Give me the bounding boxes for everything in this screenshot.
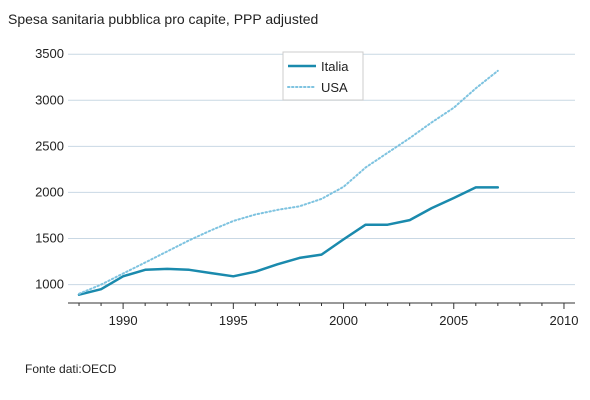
x-tick-label-2000: 2000 xyxy=(329,313,358,328)
legend-label-italia: Italia xyxy=(321,59,349,74)
chart-legend: Italia USA xyxy=(282,51,364,101)
y-tick-label-3500: 3500 xyxy=(35,46,64,61)
y-tick-label-1500: 1500 xyxy=(35,231,64,246)
y-tick-label-3000: 3000 xyxy=(35,92,64,107)
x-tick-label-1995: 1995 xyxy=(219,313,248,328)
legend-box xyxy=(282,51,364,101)
y-tick-label-1000: 1000 xyxy=(35,277,64,292)
chart-title: Spesa sanitaria pubblica pro capite, PPP… xyxy=(8,11,319,27)
x-tick-label-2010: 2010 xyxy=(550,313,579,328)
y-tick-label-2000: 2000 xyxy=(35,184,64,199)
x-tick-label-2005: 2005 xyxy=(439,313,468,328)
series-line-italia xyxy=(77,186,500,296)
y-tick-label-2500: 2500 xyxy=(35,138,64,153)
series-lines xyxy=(77,69,500,296)
x-tick-label-1990: 1990 xyxy=(109,313,138,328)
y-axis: 1000 1500 2000 2500 3000 3500 xyxy=(35,46,64,291)
series-line-usa xyxy=(78,69,499,295)
source-note: Fonte dati:OECD xyxy=(25,362,117,376)
legend-label-usa: USA xyxy=(321,80,348,95)
x-axis: 1990 1995 2000 2005 2010 xyxy=(68,302,579,328)
